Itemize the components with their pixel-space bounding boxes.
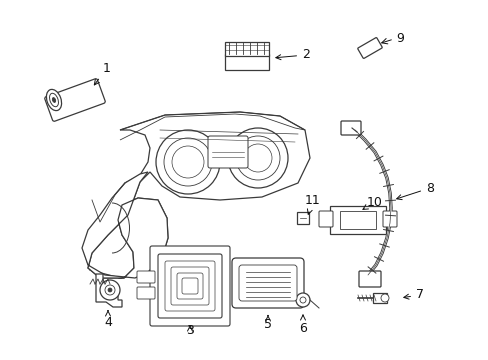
FancyBboxPatch shape: [224, 42, 268, 56]
Circle shape: [380, 294, 388, 302]
FancyBboxPatch shape: [358, 271, 380, 287]
Text: 3: 3: [185, 324, 194, 337]
FancyBboxPatch shape: [177, 273, 203, 299]
Text: 6: 6: [299, 315, 306, 334]
Text: 7: 7: [403, 288, 423, 302]
Circle shape: [108, 288, 112, 292]
Ellipse shape: [52, 98, 56, 102]
FancyBboxPatch shape: [329, 206, 385, 234]
Text: 4: 4: [104, 311, 112, 329]
Circle shape: [163, 138, 212, 186]
Circle shape: [295, 293, 309, 307]
Text: 9: 9: [395, 31, 403, 45]
FancyBboxPatch shape: [207, 136, 247, 168]
FancyBboxPatch shape: [164, 261, 215, 311]
FancyBboxPatch shape: [382, 211, 396, 227]
FancyBboxPatch shape: [150, 246, 229, 326]
Text: 2: 2: [275, 49, 309, 62]
FancyBboxPatch shape: [318, 211, 332, 227]
Text: 8: 8: [396, 181, 433, 200]
Circle shape: [172, 146, 203, 178]
Polygon shape: [96, 274, 122, 307]
Text: 11: 11: [305, 194, 320, 214]
FancyBboxPatch shape: [171, 267, 208, 305]
Circle shape: [244, 144, 271, 172]
Polygon shape: [85, 112, 309, 278]
FancyBboxPatch shape: [372, 293, 386, 303]
FancyBboxPatch shape: [231, 258, 304, 308]
FancyBboxPatch shape: [357, 38, 382, 58]
Ellipse shape: [46, 89, 61, 111]
FancyBboxPatch shape: [137, 271, 155, 283]
FancyBboxPatch shape: [182, 278, 198, 294]
FancyBboxPatch shape: [158, 254, 222, 318]
Ellipse shape: [49, 93, 59, 107]
Circle shape: [100, 280, 120, 300]
Polygon shape: [82, 172, 168, 278]
Circle shape: [236, 136, 280, 180]
Text: 5: 5: [264, 316, 271, 332]
FancyBboxPatch shape: [296, 212, 308, 224]
Text: 10: 10: [362, 195, 382, 210]
Circle shape: [156, 130, 220, 194]
Circle shape: [299, 297, 305, 303]
FancyBboxPatch shape: [339, 211, 375, 229]
FancyBboxPatch shape: [340, 121, 360, 135]
FancyBboxPatch shape: [224, 54, 268, 70]
FancyBboxPatch shape: [239, 265, 296, 301]
FancyBboxPatch shape: [137, 287, 155, 299]
Text: 1: 1: [94, 62, 111, 85]
FancyBboxPatch shape: [45, 79, 105, 121]
Circle shape: [227, 128, 287, 188]
Circle shape: [105, 285, 115, 295]
